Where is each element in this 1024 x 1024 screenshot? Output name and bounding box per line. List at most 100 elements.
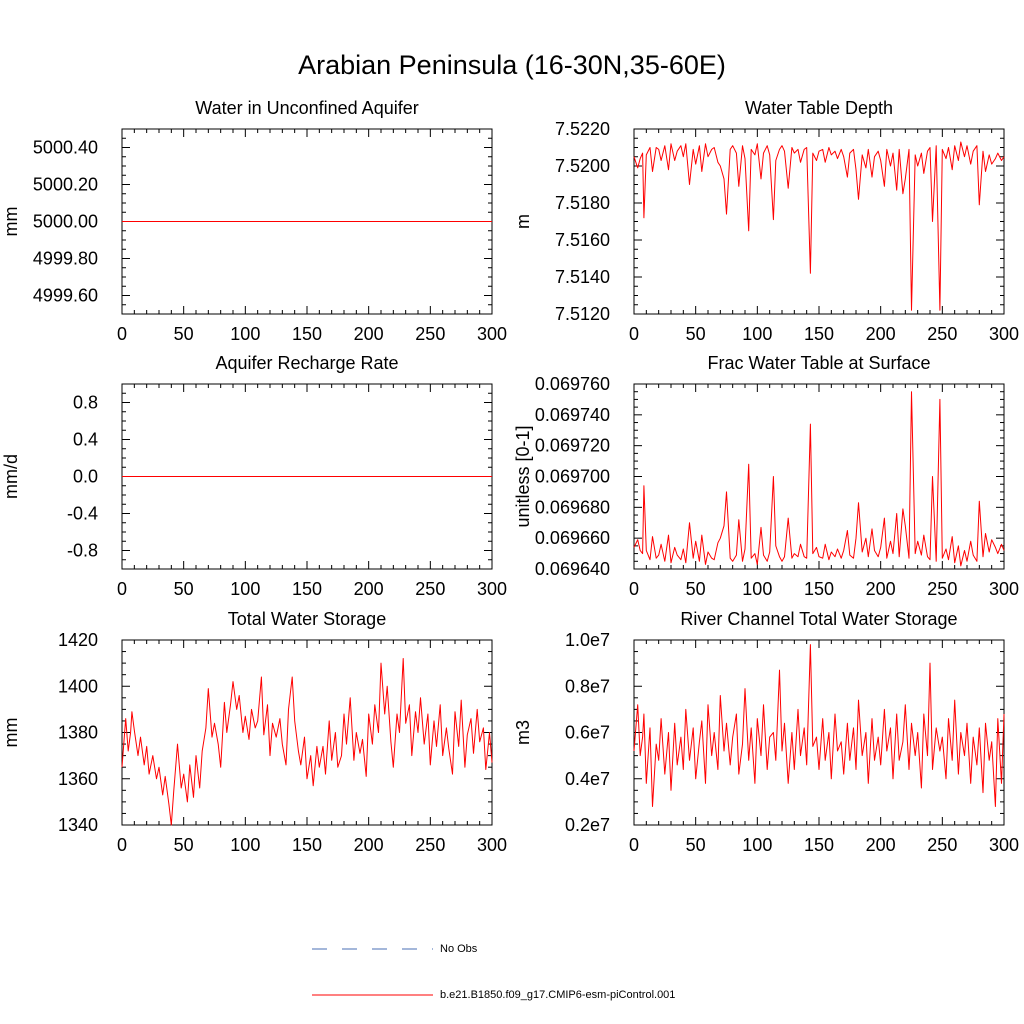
x-tick-label: 150 [804,579,834,599]
y-axis-label: mm [1,207,21,237]
x-tick-label: 200 [354,835,384,855]
panel-title: Frac Water Table at Surface [707,353,930,373]
series-line-0 [633,391,1005,567]
x-tick-label: 50 [686,579,706,599]
x-tick-label: 300 [989,579,1019,599]
panel-title: River Channel Total Water Storage [680,609,957,629]
panel-title: Water in Unconfined Aquifer [195,98,418,118]
x-tick-label: 250 [927,579,957,599]
x-tick-label: 300 [477,835,507,855]
x-tick-label: 0 [629,835,639,855]
y-tick-label: 7.5180 [555,193,610,213]
y-tick-label: 1.0e7 [565,630,610,650]
chart-panel-0: Water in Unconfined Aquifer mm 0 50 100 150 20… [1,98,507,344]
figure-title: Arabian Peninsula (16-30N,35-60E) [298,50,726,80]
y-tick-label: -0.4 [67,504,98,524]
y-tick-label: 0.4e7 [565,769,610,789]
x-tick-label: 50 [174,835,194,855]
y-tick-label: 1420 [58,630,98,650]
y-tick-label: 4999.80 [33,249,98,269]
x-tick-label: 150 [292,579,322,599]
x-tick-label: 250 [415,324,445,344]
x-tick-label: 150 [292,835,322,855]
plot-frame [121,639,493,826]
series-line-0 [633,644,1005,807]
y-tick-label: 0.4 [73,430,98,450]
y-tick-label: 0.0 [73,467,98,487]
series-line-0 [633,141,1005,311]
y-tick-label: 0.069660 [535,528,610,548]
legend-label-no-obs: No Obs [440,943,478,955]
y-axis-label: mm/d [1,454,21,499]
x-tick-label: 250 [927,835,957,855]
y-tick-label: 0.069680 [535,497,610,517]
panel-title: Aquifer Recharge Rate [215,353,398,373]
x-tick-label: 100 [230,835,260,855]
x-tick-label: 250 [415,579,445,599]
panel-title: Water Table Depth [745,98,893,118]
y-tick-label: 0.6e7 [565,723,610,743]
x-tick-label: 200 [866,579,896,599]
y-tick-label: 0.8e7 [565,676,610,696]
y-tick-label: 7.5220 [555,119,610,139]
legend-lines [312,948,433,996]
x-tick-label: 50 [686,835,706,855]
y-tick-label: 0.069720 [535,436,610,456]
chart-panel-2: Aquifer Recharge Rate mm/d 0 50 100 150 200 250… [1,353,507,599]
x-tick-label: 150 [804,324,834,344]
x-tick-label: 300 [989,835,1019,855]
y-axis-label: m [513,214,533,229]
y-axis-label: m3 [513,720,533,745]
y-tick-label: 7.5140 [555,267,610,287]
y-tick-label: 0.2e7 [565,815,610,835]
y-axis-label: unitless [0-1] [513,425,533,527]
legend-label-model: b.e21.B1850.f09_g17.CMIP6-esm-piControl.… [440,989,676,1001]
y-tick-label: 7.5120 [555,304,610,324]
x-tick-label: 50 [686,324,706,344]
y-tick-label: 7.5160 [555,230,610,250]
y-tick-label: -0.8 [67,541,98,561]
y-tick-label: 1360 [58,769,98,789]
x-tick-label: 300 [477,579,507,599]
chart-panel-1: Water Table Depth m 0 50 100 150 200 250 300 7.51… [513,98,1019,344]
plot-frame [633,639,1005,826]
y-axis-label: mm [1,718,21,748]
y-tick-label: 1340 [58,815,98,835]
y-tick-label: 0.8 [73,393,98,413]
x-tick-label: 0 [117,835,127,855]
x-tick-label: 250 [927,324,957,344]
x-tick-label: 0 [629,324,639,344]
y-tick-label: 7.5200 [555,156,610,176]
y-tick-label: 1380 [58,723,98,743]
y-tick-label: 0.069760 [535,374,610,394]
chart-panel-3: Frac Water Table at Surface unitless [0-1… [513,353,1019,599]
chart-panel-5: River Channel Total Water Storage m3 0 50 10… [513,609,1019,855]
x-tick-label: 100 [230,324,260,344]
x-tick-label: 200 [354,324,384,344]
x-tick-label: 300 [477,324,507,344]
y-tick-label: 0.069700 [535,467,610,487]
x-tick-label: 0 [117,579,127,599]
x-tick-label: 150 [292,324,322,344]
x-tick-label: 200 [866,324,896,344]
y-tick-label: 4999.60 [33,286,98,306]
x-tick-label: 50 [174,324,194,344]
x-tick-label: 100 [742,324,772,344]
y-tick-label: 0.069640 [535,559,610,579]
plot-frame [633,383,1005,570]
x-tick-label: 100 [742,579,772,599]
x-tick-label: 100 [742,835,772,855]
x-tick-label: 100 [230,579,260,599]
plot-frame [633,128,1005,315]
x-tick-label: 150 [804,835,834,855]
series-line-0 [121,658,493,826]
x-tick-label: 50 [174,579,194,599]
y-tick-label: 1400 [58,676,98,696]
x-tick-label: 0 [629,579,639,599]
chart-panel-4: Total Water Storage mm 0 50 100 150 200 250 300 1… [1,609,507,855]
x-tick-label: 300 [989,324,1019,344]
y-tick-label: 5000.00 [33,212,98,232]
x-tick-label: 0 [117,324,127,344]
y-tick-label: 5000.20 [33,175,98,195]
